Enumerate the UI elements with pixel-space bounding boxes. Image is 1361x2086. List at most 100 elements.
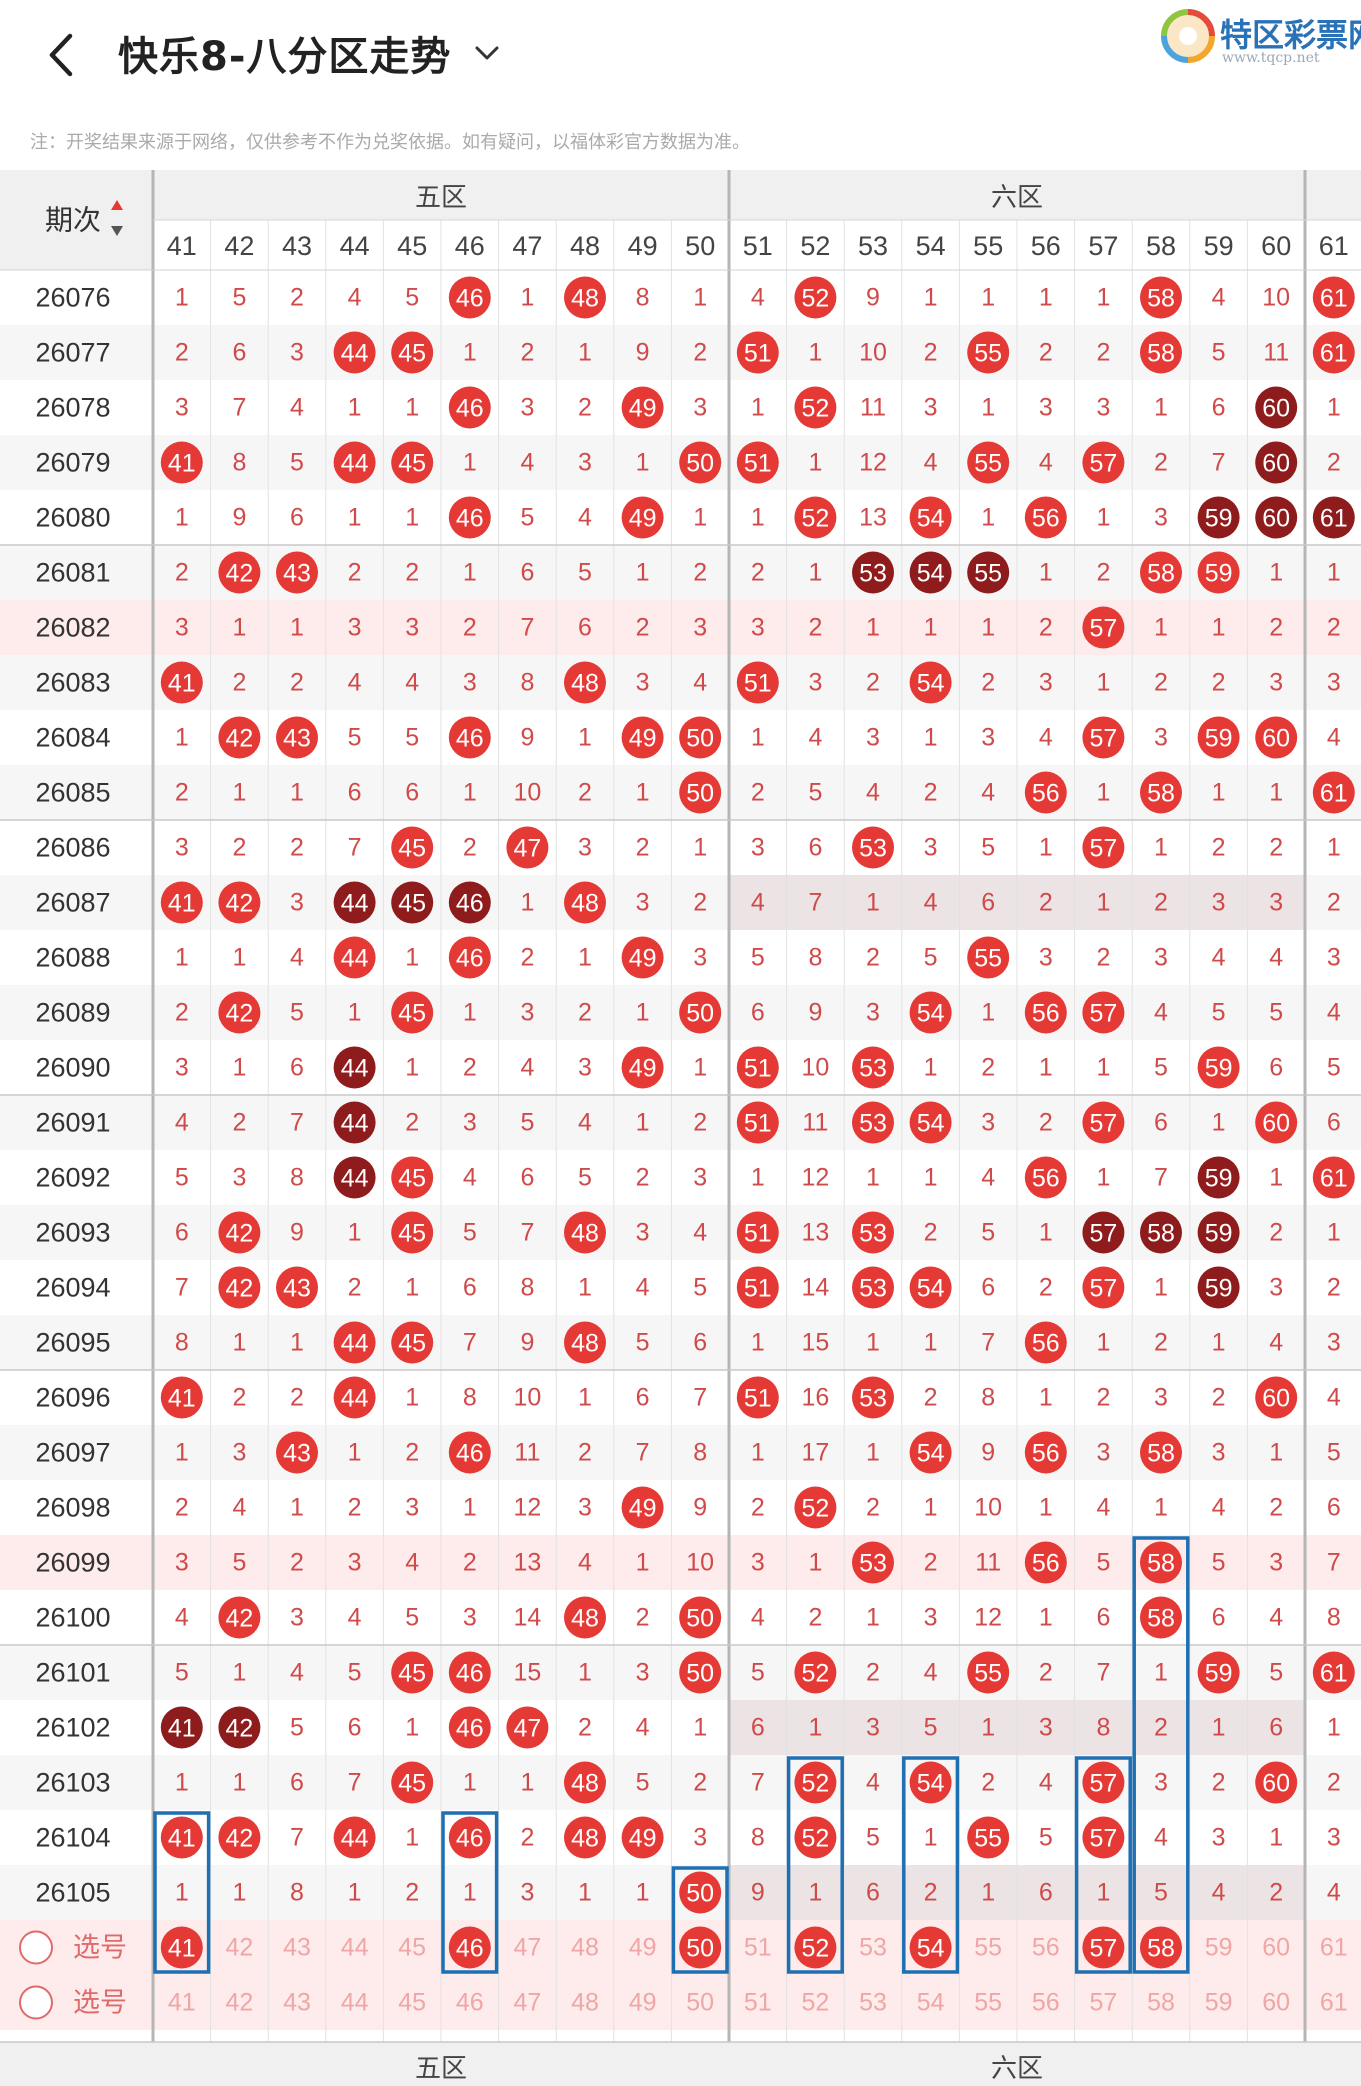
miss-count: 6	[348, 1714, 362, 1742]
miss-count: 2	[290, 669, 304, 697]
miss-count: 1	[866, 1439, 880, 1467]
select-option: 60	[1262, 1934, 1290, 1962]
miss-count: 17	[801, 1439, 829, 1467]
miss-count: 3	[290, 339, 304, 367]
miss-count: 2	[1154, 1714, 1168, 1742]
hit-number: 57	[1089, 1220, 1117, 1248]
miss-count: 2	[1327, 449, 1341, 477]
miss-count: 1	[405, 504, 419, 532]
sort-up-down-icon[interactable]	[111, 200, 123, 236]
select-radio[interactable]	[19, 1985, 53, 2020]
hit-number: 41	[168, 890, 196, 918]
period-cell: 26089	[35, 998, 110, 1028]
hit-ball	[1255, 386, 1298, 429]
miss-count: 7	[290, 1109, 304, 1137]
miss-count: 2	[808, 614, 822, 642]
selected-ball[interactable]	[1140, 1926, 1182, 1969]
miss-count: 2	[1212, 1769, 1226, 1797]
miss-count: 12	[974, 1604, 1002, 1632]
miss-count: 3	[1212, 1439, 1226, 1467]
selected-ball[interactable]	[448, 1926, 491, 1969]
hit-ball	[736, 1046, 779, 1089]
miss-count: 1	[981, 999, 995, 1027]
hit-ball	[333, 1156, 376, 1199]
select-radio[interactable]	[19, 1930, 53, 1965]
selected-ball[interactable]	[160, 1926, 203, 1969]
back-button[interactable]	[40, 28, 84, 82]
hit-ball	[1312, 771, 1355, 814]
miss-count: 2	[636, 834, 650, 862]
hit-number: 52	[801, 1495, 829, 1523]
zone-label: 五区	[415, 182, 467, 212]
select-option: 45	[398, 1934, 426, 1962]
miss-count: 2	[232, 1384, 246, 1412]
select-option: 49	[629, 1934, 657, 1962]
select-option: 45	[398, 1989, 426, 2017]
select-option: 56	[1032, 1989, 1060, 2017]
hit-number: 46	[456, 1715, 484, 1743]
hit-ball	[736, 441, 779, 484]
period-cell: 26104	[35, 1823, 110, 1853]
hit-ball	[1312, 276, 1355, 319]
miss-count: 2	[693, 889, 707, 917]
title-dropdown-button[interactable]	[470, 36, 504, 70]
miss-count: 4	[981, 779, 995, 807]
period-cell: 26102	[35, 1713, 110, 1743]
miss-count: 3	[463, 669, 477, 697]
miss-count: 1	[405, 394, 419, 422]
hit-number: 47	[513, 835, 541, 863]
hit-ball	[1255, 716, 1298, 759]
hit-number: 46	[456, 395, 484, 423]
hit-ball	[160, 661, 203, 704]
miss-count: 2	[405, 1879, 419, 1907]
miss-count: 5	[290, 999, 304, 1027]
hit-number: 48	[571, 890, 599, 918]
miss-count: 6	[520, 559, 534, 587]
hit-ball	[448, 1706, 491, 1749]
miss-count: 7	[981, 1329, 995, 1357]
miss-count: 9	[981, 1439, 995, 1467]
hit-ball	[852, 1211, 894, 1254]
miss-count: 1	[290, 614, 304, 642]
miss-count: 1	[1327, 834, 1341, 862]
miss-count: 2	[1039, 614, 1053, 642]
miss-count: 2	[693, 559, 707, 587]
miss-count: 2	[1096, 559, 1110, 587]
column-header-58: 58	[1146, 231, 1176, 261]
hit-number: 56	[1032, 780, 1060, 808]
selected-ball[interactable]	[909, 1926, 952, 1969]
miss-count: 2	[866, 1659, 880, 1687]
app-header: 快乐8-八分区走势 特区彩票网 www.tqcp.net 注：开奖结果来源于网络…	[0, 0, 1361, 153]
miss-count: 1	[1212, 614, 1226, 642]
hit-ball	[1197, 496, 1240, 539]
miss-count: 3	[1039, 394, 1053, 422]
period-cell: 26077	[35, 338, 110, 368]
selected-ball[interactable]	[794, 1926, 837, 1969]
miss-count: 10	[801, 1054, 829, 1082]
hit-number: 49	[629, 1825, 657, 1853]
miss-count: 1	[751, 1164, 765, 1192]
hit-number: 46	[456, 890, 484, 918]
miss-count: 8	[520, 1274, 534, 1302]
miss-count: 1	[751, 504, 765, 532]
miss-count: 3	[693, 614, 707, 642]
hit-number: 41	[168, 1385, 196, 1413]
hit-ball	[1140, 1541, 1182, 1584]
miss-count: 3	[578, 449, 592, 477]
selected-ball[interactable]	[1082, 1926, 1125, 1969]
miss-count: 12	[513, 1494, 541, 1522]
miss-count: 4	[1212, 1494, 1226, 1522]
miss-count: 2	[463, 834, 477, 862]
miss-count: 1	[348, 394, 362, 422]
hit-ball	[1024, 1431, 1067, 1474]
miss-count: 2	[1269, 614, 1283, 642]
miss-count: 2	[866, 1494, 880, 1522]
miss-count: 1	[636, 1109, 650, 1137]
hit-number: 57	[1089, 450, 1117, 478]
hit-number: 54	[917, 505, 945, 533]
miss-count: 1	[578, 944, 592, 972]
selection-row[interactable]	[0, 1975, 1361, 2030]
miss-count: 1	[924, 1329, 938, 1357]
select-option: 41	[168, 1989, 196, 2017]
selected-ball[interactable]	[679, 1926, 722, 1969]
